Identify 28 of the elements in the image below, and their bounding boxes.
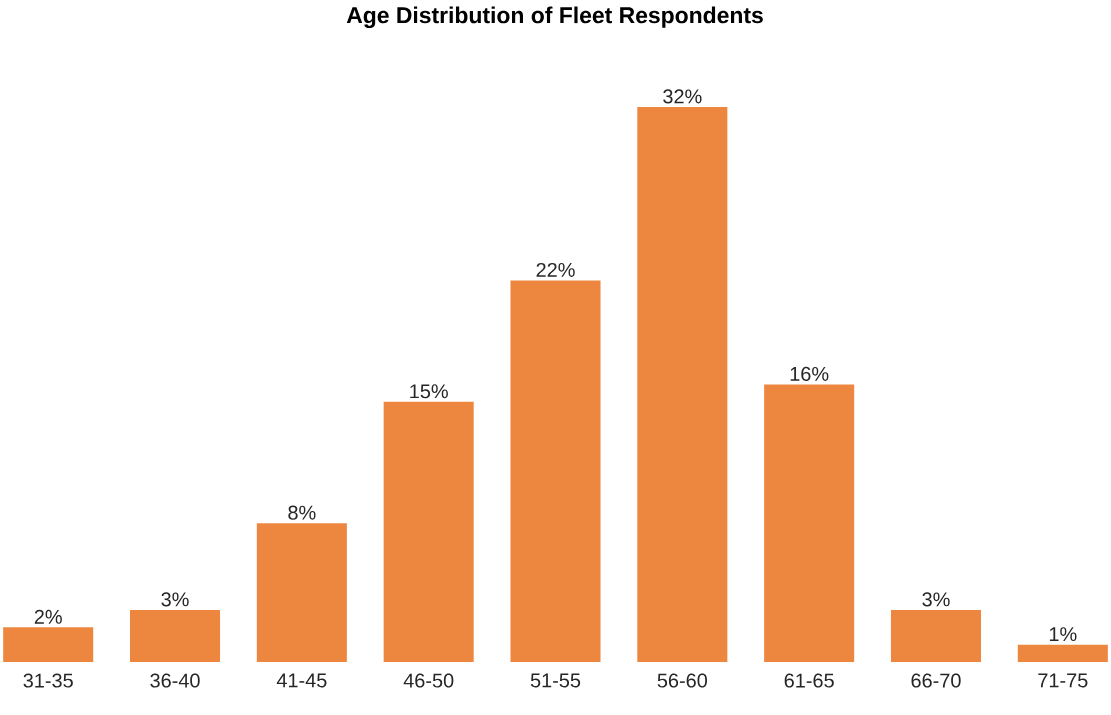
data-label: 22%	[536, 262, 575, 277]
x-tick-label: 41-45	[276, 673, 327, 688]
x-tick-label: 36-40	[150, 673, 200, 688]
data-label: 1%	[1049, 627, 1077, 642]
x-tick-label: 66-70	[911, 673, 961, 688]
bar	[890, 609, 982, 662]
bar	[256, 523, 347, 662]
bar	[1017, 644, 1108, 662]
bar	[637, 106, 728, 662]
x-tick-label: 51-55	[530, 673, 581, 688]
bar	[764, 384, 855, 662]
x-tick-label: 61-65	[784, 673, 834, 688]
data-label: 2%	[34, 609, 62, 624]
x-tick-label: 31-35	[23, 673, 73, 688]
x-tick-label: 46-50	[403, 673, 454, 688]
bar	[383, 401, 474, 662]
data-label: 16%	[790, 366, 829, 381]
data-label: 32%	[663, 89, 702, 104]
data-label: 8%	[288, 505, 316, 520]
data-label: 15%	[410, 384, 448, 399]
x-tick-label: 71-75	[1038, 673, 1088, 688]
data-label: 3%	[161, 592, 189, 607]
x-tick-label: 56-60	[657, 673, 708, 688]
bar	[3, 627, 94, 662]
data-label: 3%	[922, 592, 950, 607]
bar	[130, 609, 221, 662]
chart-title: Age Distribution of Fleet Respondents	[346, 6, 763, 28]
bar	[510, 280, 601, 662]
